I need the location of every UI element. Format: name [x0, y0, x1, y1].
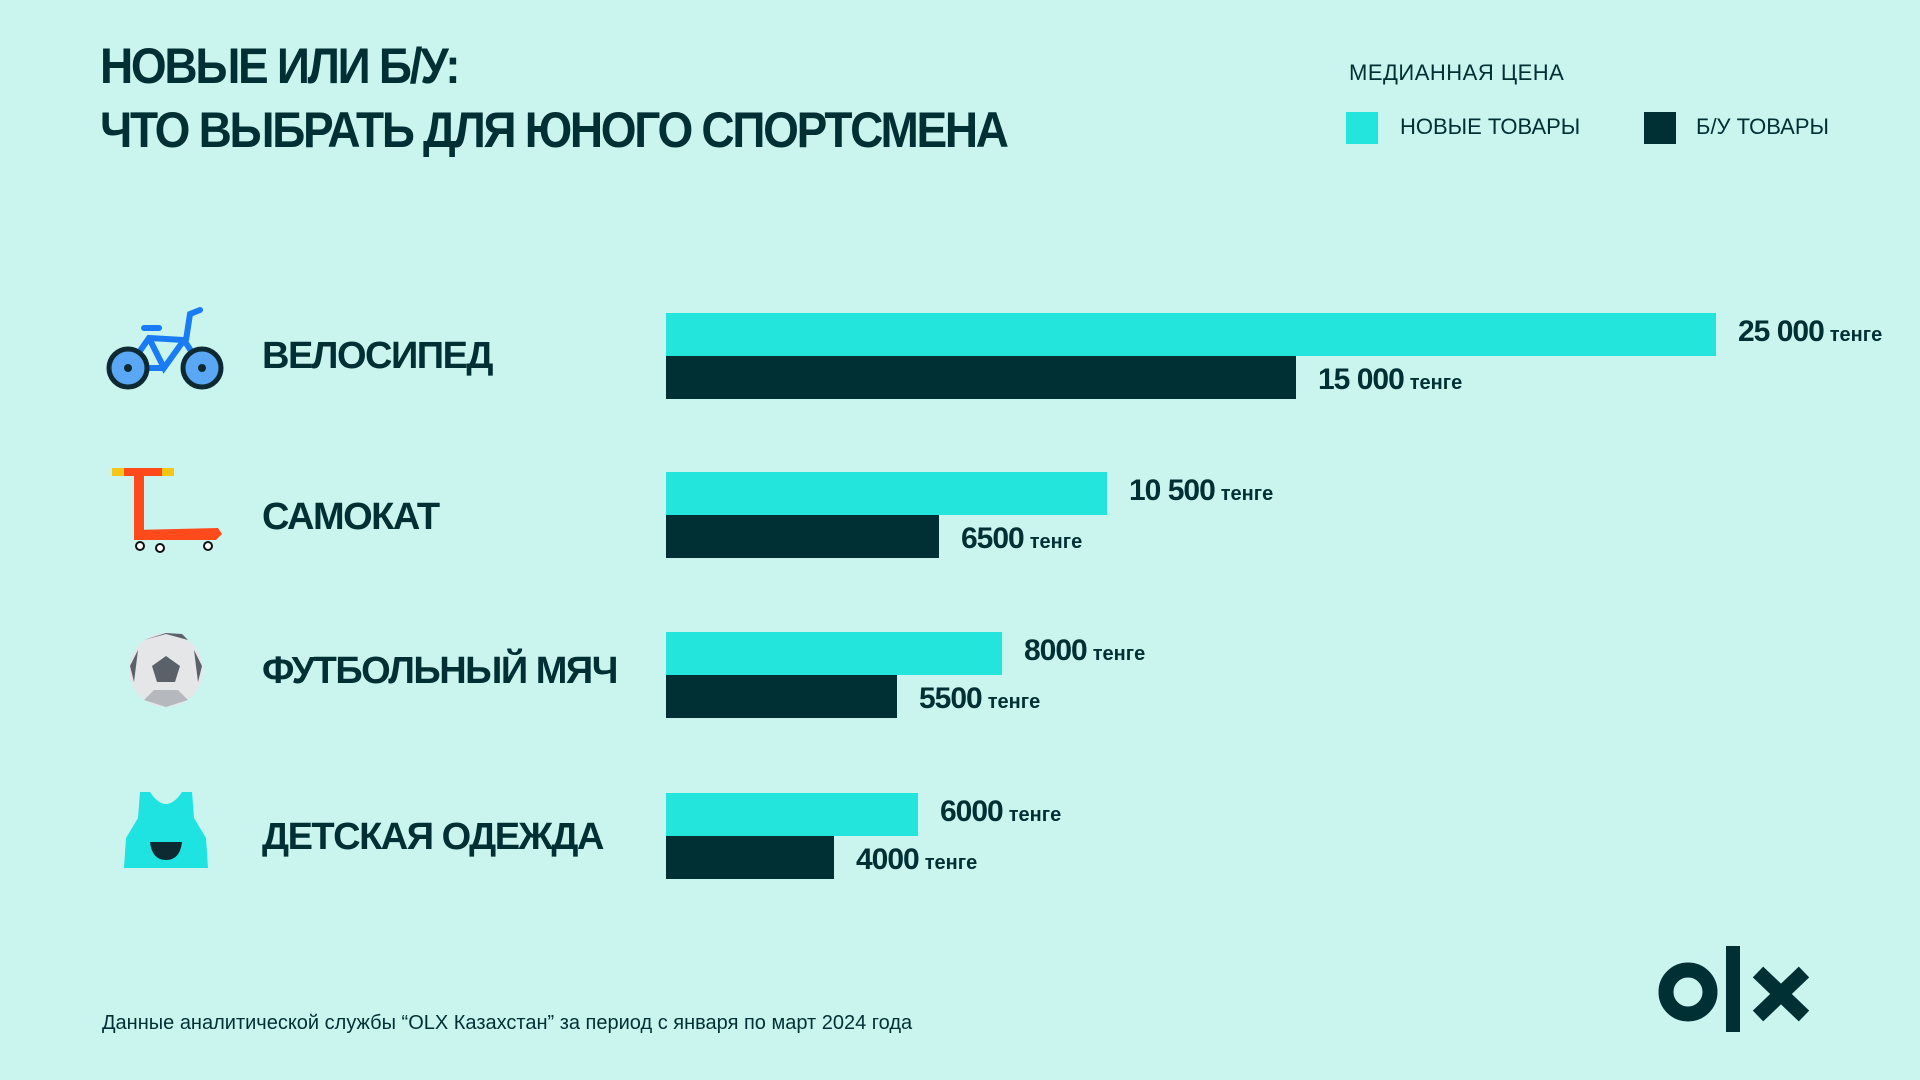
value-label-used-1: 6500 тенге: [961, 522, 1082, 556]
value-number: 10 500: [1129, 474, 1216, 507]
legend-swatch-used: [1644, 112, 1676, 144]
bar-used-3: [666, 836, 834, 879]
value-number: 25 000: [1738, 315, 1825, 348]
soccer-ball-icon: [129, 633, 203, 707]
title-line-1: НОВЫЕ ИЛИ Б/У:: [100, 38, 461, 94]
value-number: 6000: [940, 795, 1004, 828]
category-label-kids-clothes: ДЕТСКАЯ ОДЕЖДА: [262, 816, 604, 858]
bar-used-0: [666, 356, 1296, 399]
bar-used-1: [666, 515, 939, 558]
bar-used-2: [666, 675, 897, 718]
value-number: 5500: [919, 682, 983, 715]
category-label-bicycle: ВЕЛОСИПЕД: [262, 335, 494, 377]
value-label-new-1: 10 500 тенге: [1129, 474, 1273, 508]
scooter-icon: [112, 468, 222, 553]
olx-logo: [1658, 946, 1810, 1032]
value-number: 15 000: [1318, 363, 1405, 396]
legend-swatch-new: [1346, 112, 1378, 144]
value-number: 4000: [856, 843, 920, 876]
bar-new-1: [666, 472, 1107, 515]
value-unit: тенге: [987, 691, 1041, 713]
value-label-new-3: 6000 тенге: [940, 795, 1061, 829]
value-number: 8000: [1024, 634, 1088, 667]
kids-clothes-icon: [124, 792, 208, 868]
bar-new-2: [666, 632, 1002, 675]
title-line-2: ЧТО ВЫБРАТЬ ДЛЯ ЮНОГО СПОРТСМЕНА: [100, 102, 1009, 158]
value-number: 6500: [961, 522, 1025, 555]
value-unit: тенге: [1829, 324, 1883, 346]
category-label-soccer-ball: ФУТБОЛЬНЫЙ МЯЧ: [262, 650, 618, 692]
bar-new-3: [666, 793, 918, 836]
value-label-used-2: 5500 тенге: [919, 682, 1040, 716]
legend-label-new: НОВЫЕ ТОВАРЫ: [1400, 114, 1581, 139]
value-label-new-0: 25 000 тенге: [1738, 315, 1882, 349]
value-unit: тенге: [1008, 804, 1062, 826]
value-unit: тенге: [1092, 643, 1146, 665]
value-label-used-3: 4000 тенге: [856, 843, 977, 877]
category-label-scooter: САМОКАТ: [262, 496, 440, 538]
bar-new-0: [666, 313, 1716, 356]
bicycle-icon: [106, 307, 224, 390]
value-unit: тенге: [1220, 483, 1274, 505]
value-label-used-0: 15 000 тенге: [1318, 363, 1462, 397]
legend-label-used: Б/У ТОВАРЫ: [1696, 114, 1829, 139]
value-unit: тенге: [1029, 531, 1083, 553]
legend-title: МЕДИАННАЯ ЦЕНА: [1349, 60, 1565, 85]
value-label-new-2: 8000 тенге: [1024, 634, 1145, 668]
value-unit: тенге: [924, 852, 978, 874]
value-unit: тенге: [1409, 372, 1463, 394]
chart-title: НОВЫЕ ИЛИ Б/У: ЧТО ВЫБРАТЬ ДЛЯ ЮНОГО СПО…: [100, 34, 1009, 162]
footnote: Данные аналитической службы “OLX Казахст…: [102, 1012, 913, 1034]
